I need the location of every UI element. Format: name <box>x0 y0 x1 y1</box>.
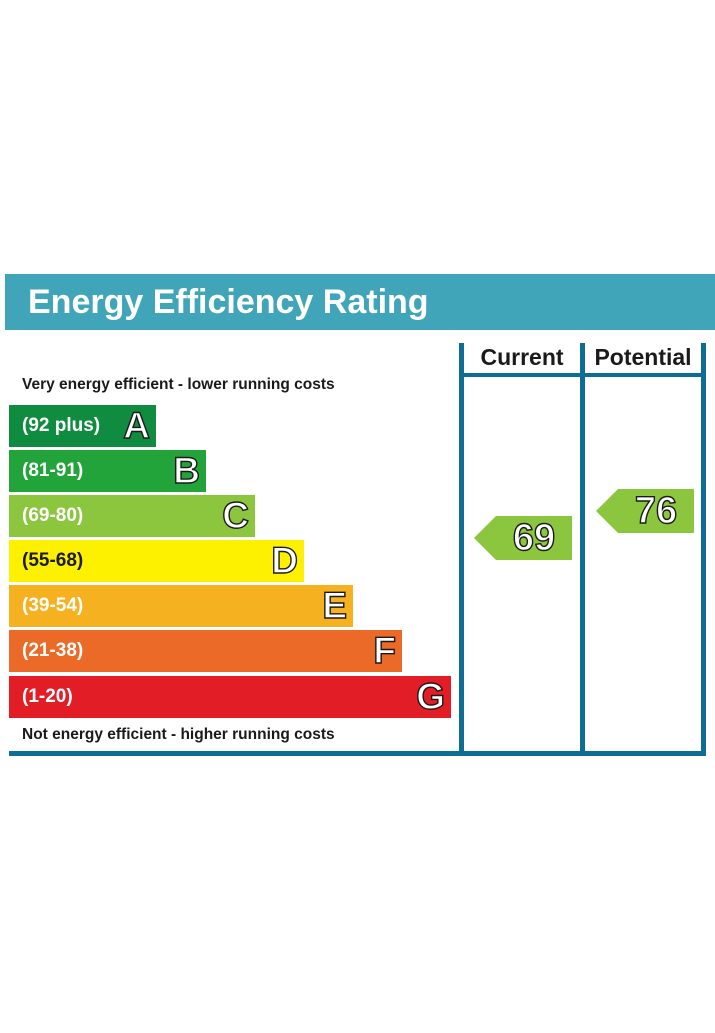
band-d-letter: D <box>271 539 299 581</box>
band-d: (55-68) D <box>9 539 304 582</box>
band-a: (92 plus) A <box>9 404 156 447</box>
band-d-range: (55-68) <box>22 550 84 571</box>
efficient-caption: Very energy efficient - lower running co… <box>22 376 335 393</box>
potential-column-heading: Potential <box>594 344 692 370</box>
current-rating-arrow: 69 <box>474 516 572 560</box>
potential-rating-value: 76 <box>634 489 678 532</box>
current-column-left-rule <box>459 343 464 753</box>
rating-header: Energy Efficiency Rating <box>5 274 715 330</box>
band-f-letter: F <box>373 629 397 671</box>
band-b-letter: B <box>173 449 201 491</box>
band-b-range: (81-91) <box>22 460 84 481</box>
band-f: (21-38) F <box>9 629 402 672</box>
band-c: (69-80) C <box>9 494 255 537</box>
band-a-range: (92 plus) <box>22 415 101 436</box>
band-e: (39-54) E <box>9 584 353 627</box>
potential-column-right-rule <box>701 343 706 753</box>
band-g-letter: G <box>416 675 446 717</box>
potential-arrow-shape <box>596 489 694 533</box>
band-a-letter: A <box>123 404 151 446</box>
band-g-range: (1-20) <box>22 686 73 707</box>
band-f-range: (21-38) <box>22 640 84 661</box>
band-e-range: (39-54) <box>22 595 84 616</box>
chart-bottom-rule <box>9 751 706 756</box>
current-column-heading: Current <box>480 344 564 370</box>
band-c-letter: C <box>222 494 250 536</box>
current-arrow-shape <box>474 516 572 560</box>
current-rating-value: 69 <box>512 516 556 559</box>
potential-rating-arrow: 76 <box>596 489 694 533</box>
inefficient-caption: Not energy efficient - higher running co… <box>22 726 335 743</box>
column-divider-rule <box>580 343 585 753</box>
band-c-range: (69-80) <box>22 505 84 526</box>
page-title: Energy Efficiency Rating <box>28 283 429 321</box>
band-e-letter: E <box>322 584 348 626</box>
column-header-rule <box>459 373 706 377</box>
band-b: (81-91) B <box>9 449 206 492</box>
band-g: (1-20) G <box>9 675 451 718</box>
